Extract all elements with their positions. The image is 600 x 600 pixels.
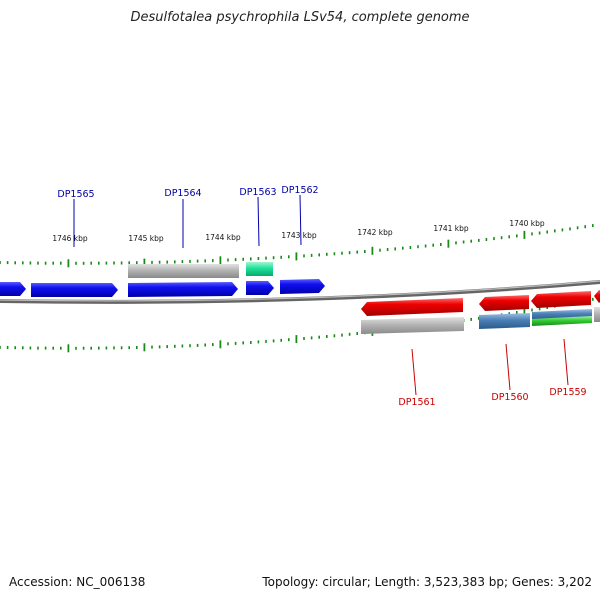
gene-arrow-forward[interactable] [0, 282, 26, 296]
gene-arrow-DP1559[interactable] [531, 291, 591, 308]
forward-strand-features [0, 262, 325, 297]
gene-feature-green[interactable] [532, 316, 592, 326]
gene-arrow-DP1561[interactable] [361, 298, 463, 316]
scale-labels: 1746 kbp 1745 kbp 1744 kbp 1743 kbp 1742… [52, 219, 545, 243]
gene-feature-teal[interactable] [246, 262, 273, 276]
gene-arrow-DP1565[interactable] [31, 283, 118, 297]
label-line-DP1561 [411, 348, 417, 396]
gene-label-forward[interactable]: DP1563 [239, 187, 276, 198]
gene-label-reverse[interactable]: DP1560 [491, 392, 528, 403]
gene-feature-gray[interactable] [594, 307, 600, 322]
gene-label-forward[interactable]: DP1562 [281, 185, 318, 196]
label-line-DP1562 [299, 194, 302, 246]
map-title: Desulfotalea psychrophila LSv54, complet… [130, 10, 470, 25]
scale-label: 1744 kbp [205, 233, 241, 242]
gene-feature-gray[interactable] [128, 264, 239, 278]
label-line-DP1563 [257, 196, 260, 247]
gene-arrow-DP1563[interactable] [246, 281, 274, 295]
label-line-DP1560 [505, 343, 511, 391]
gene-label-forward[interactable]: DP1565 [57, 189, 94, 200]
scale-label: 1746 kbp [52, 234, 88, 243]
scale-label: 1743 kbp [281, 231, 317, 240]
gene-arrow-reverse[interactable] [594, 290, 600, 303]
reverse-strand-features [361, 290, 600, 334]
gene-feature-steel[interactable] [479, 313, 530, 329]
genome-backbone [0, 280, 600, 304]
gene-feature-gray[interactable] [361, 317, 464, 334]
upper-tick-row [0, 224, 594, 268]
accession-label: Accession: NC_006138 [9, 575, 146, 589]
scale-label: 1740 kbp [509, 219, 545, 228]
gene-label-reverse[interactable]: DP1561 [398, 397, 435, 408]
scale-label: 1741 kbp [433, 224, 469, 233]
genome-backbone-highlight [0, 280, 600, 302]
scale-label: 1742 kbp [357, 228, 393, 237]
gene-labels: DP1565 DP1564 DP1563 DP1562 DP1561 DP156… [57, 185, 586, 408]
gene-label-forward[interactable]: DP1564 [164, 188, 201, 199]
scale-label: 1745 kbp [128, 234, 164, 243]
gene-arrow-DP1560[interactable] [479, 295, 529, 311]
label-line-DP1559 [563, 338, 569, 386]
gene-label-lines [73, 194, 569, 396]
genome-summary: Topology: circular; Length: 3,523,383 bp… [262, 575, 592, 589]
gene-arrow-DP1564[interactable] [128, 282, 238, 297]
gene-arrow-DP1562[interactable] [280, 279, 325, 294]
gene-label-reverse[interactable]: DP1559 [549, 387, 586, 398]
